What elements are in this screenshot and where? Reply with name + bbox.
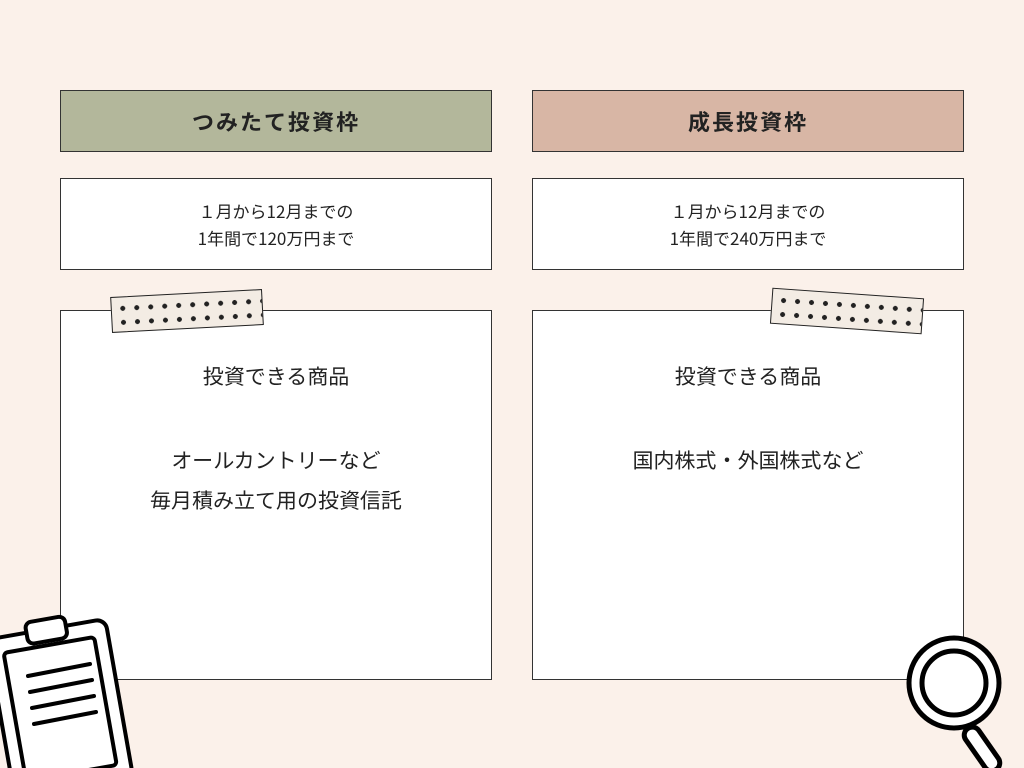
magnifier-icon [874, 618, 1024, 768]
limit-growth-line2: 1年間で240万円まで [670, 224, 827, 251]
washi-tape-icon [110, 289, 264, 333]
washi-tape-icon [770, 288, 924, 335]
columns-container: つみたて投資枠 １月から12月までの 1年間で120万円まで 投資できる商品 オ… [0, 0, 1024, 680]
detail-tsumitate-title: 投資できる商品 [91, 361, 461, 391]
detail-growth-body-line1: 国内株式・外国株式など [563, 441, 933, 481]
detail-tsumitate-body-line1: オールカントリーなど [91, 441, 461, 481]
limit-growth-line1: １月から12月までの [671, 197, 826, 224]
detail-growth-title: 投資できる商品 [563, 361, 933, 391]
limit-tsumitate-line2: 1年間で120万円まで [198, 224, 355, 251]
column-tsumitate: つみたて投資枠 １月から12月までの 1年間で120万円まで 投資できる商品 オ… [60, 90, 492, 680]
limit-tsumitate: １月から12月までの 1年間で120万円まで [60, 178, 492, 270]
detail-tsumitate-body-line2: 毎月積み立て用の投資信託 [91, 481, 461, 521]
column-growth: 成長投資枠 １月から12月までの 1年間で240万円まで 投資できる商品 国内株… [532, 90, 964, 680]
header-growth-text: 成長投資枠 [688, 105, 808, 137]
detail-growth-body: 国内株式・外国株式など [563, 441, 933, 481]
header-tsumitate-text: つみたて投資枠 [192, 105, 360, 137]
limit-growth: １月から12月までの 1年間で240万円まで [532, 178, 964, 270]
header-growth: 成長投資枠 [532, 90, 964, 152]
detail-tsumitate-body: オールカントリーなど 毎月積み立て用の投資信託 [91, 441, 461, 521]
limit-tsumitate-line1: １月から12月までの [199, 197, 354, 224]
header-tsumitate: つみたて投資枠 [60, 90, 492, 152]
clipboard-icon [0, 598, 160, 768]
